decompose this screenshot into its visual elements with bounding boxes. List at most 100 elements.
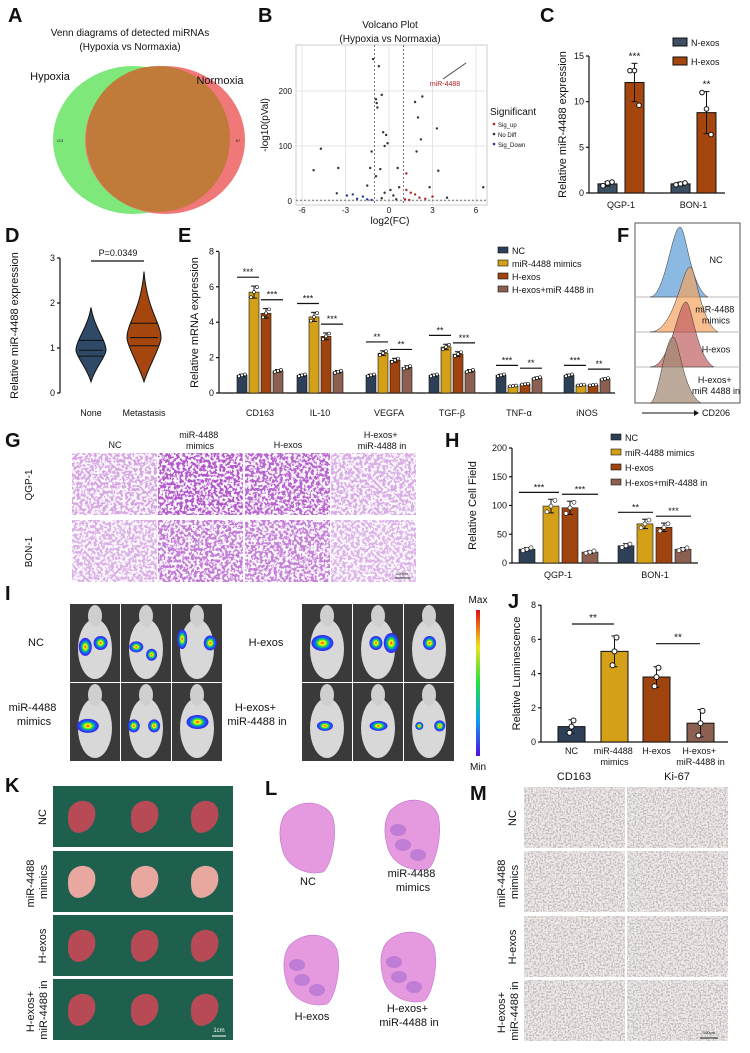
- data-point: [548, 503, 554, 509]
- data-point: [520, 548, 526, 553]
- y-axis-label: -log10(pVal): [260, 98, 271, 152]
- data-point: [604, 180, 611, 186]
- metastatic-nodule: [391, 971, 407, 983]
- volcano-point: [368, 166, 372, 170]
- x-tick-label: Metastasis: [122, 408, 166, 418]
- data-point: [465, 370, 469, 374]
- label-line: mimics: [186, 441, 214, 451]
- data-point: [655, 664, 662, 671]
- legend-swatch: [672, 56, 688, 66]
- tumor-specimen: [191, 865, 219, 898]
- mouse-body: [78, 619, 112, 679]
- mir-4488-annotation: miR-4488: [430, 81, 460, 88]
- volcano-point: [370, 150, 373, 153]
- y-tick-label: 6: [531, 634, 536, 644]
- panel-letter-D: D: [5, 225, 19, 247]
- data-point: [405, 365, 409, 370]
- bar: [401, 367, 413, 394]
- data-point: [697, 720, 704, 727]
- ihc-staining: [627, 916, 728, 977]
- legend-entry: NC: [512, 246, 525, 256]
- data-point: [526, 381, 530, 386]
- volcano-point: [335, 192, 338, 195]
- label-line: H-exos+: [387, 1003, 431, 1015]
- data-point: [324, 334, 328, 339]
- volcano-point: [428, 186, 431, 189]
- legend-swatch: [497, 259, 509, 267]
- y-tick-label: 5: [579, 142, 584, 152]
- data-point: [300, 373, 304, 378]
- row-label: miR-4488 mimics: [25, 857, 50, 908]
- mouse-head: [371, 684, 385, 706]
- metastatic-nodule: [406, 981, 422, 993]
- data-point: [528, 545, 534, 551]
- x-tick-label: QGP-1: [607, 200, 635, 210]
- colorbar-min-label: Min: [470, 762, 486, 773]
- significance-marker: ***: [502, 355, 513, 365]
- ihc-staining: [524, 980, 625, 1041]
- data-point: [408, 364, 412, 368]
- column-header: H-exos+ miR-4488 in: [358, 430, 407, 451]
- bar: [636, 523, 654, 564]
- data-point: [441, 347, 445, 352]
- venn-hypoxia-count: 113: [57, 138, 64, 143]
- volcano-point: [374, 175, 378, 178]
- y-tick-label: 1: [50, 343, 55, 353]
- section-label: H-exos: [295, 1011, 330, 1023]
- bar: [377, 352, 389, 394]
- mouse-head: [190, 605, 204, 627]
- data-point: [638, 525, 644, 531]
- data-point: [279, 367, 283, 372]
- label-line: miR-4488 in: [227, 716, 286, 728]
- group-label: NC: [28, 637, 44, 649]
- label-line: miR-4488 in: [358, 441, 407, 451]
- label-line: miR-4488: [179, 430, 221, 440]
- data-point: [402, 366, 406, 371]
- row-label: miR-4488 mimics: [496, 857, 521, 908]
- group-label: H-exos+ miR-4488 in: [227, 702, 286, 728]
- histogram-row-label: NC: [710, 255, 723, 265]
- data-point: [703, 106, 710, 112]
- data-point: [600, 182, 606, 189]
- bar: [655, 527, 673, 564]
- data-point: [695, 732, 702, 739]
- y-tick-label: 50: [497, 529, 507, 539]
- legend-entry: H-exos: [691, 57, 720, 67]
- ihc-staining: [524, 916, 625, 977]
- data-point: [651, 683, 658, 690]
- x-tick-label: -6: [298, 206, 306, 215]
- y-axis-label: Relative miR-4488 expression: [9, 252, 21, 399]
- label-line: mimics: [396, 882, 431, 894]
- legend-marker: [492, 142, 496, 146]
- data-point: [571, 499, 577, 505]
- volcano-point: [421, 95, 424, 98]
- row-label: H-exos+ miR-4488 in: [25, 980, 50, 1039]
- data-point: [267, 307, 271, 312]
- data-point: [583, 550, 589, 556]
- data-point: [646, 517, 652, 523]
- data-point: [627, 67, 633, 74]
- data-point: [366, 374, 370, 378]
- x-tick-label: TNF-α: [506, 408, 532, 418]
- volcano-point: [392, 194, 395, 197]
- volcano-point: [374, 98, 378, 101]
- bioluminescence-signal: [203, 635, 217, 651]
- bioluminescence-signal: [127, 719, 140, 733]
- label-line: miR-4488 in: [38, 980, 50, 1039]
- volcano-point: [416, 116, 420, 119]
- volcano-point: [379, 167, 382, 171]
- bar: [542, 505, 560, 564]
- bioluminescence-signal: [186, 715, 209, 729]
- data-point: [496, 374, 500, 378]
- data-point: [456, 352, 460, 356]
- histogram-curve: [649, 336, 702, 404]
- data-point: [653, 674, 660, 681]
- y-tick-label: 150: [492, 472, 507, 482]
- x-tick-label: VEGFA: [374, 408, 404, 418]
- x-tick-label: IL-10: [310, 408, 331, 418]
- data-point: [327, 331, 331, 336]
- data-point: [523, 382, 527, 386]
- legend-entry: H-exos: [625, 463, 654, 473]
- stained-cells: [331, 453, 416, 515]
- mouse-body: [412, 698, 446, 758]
